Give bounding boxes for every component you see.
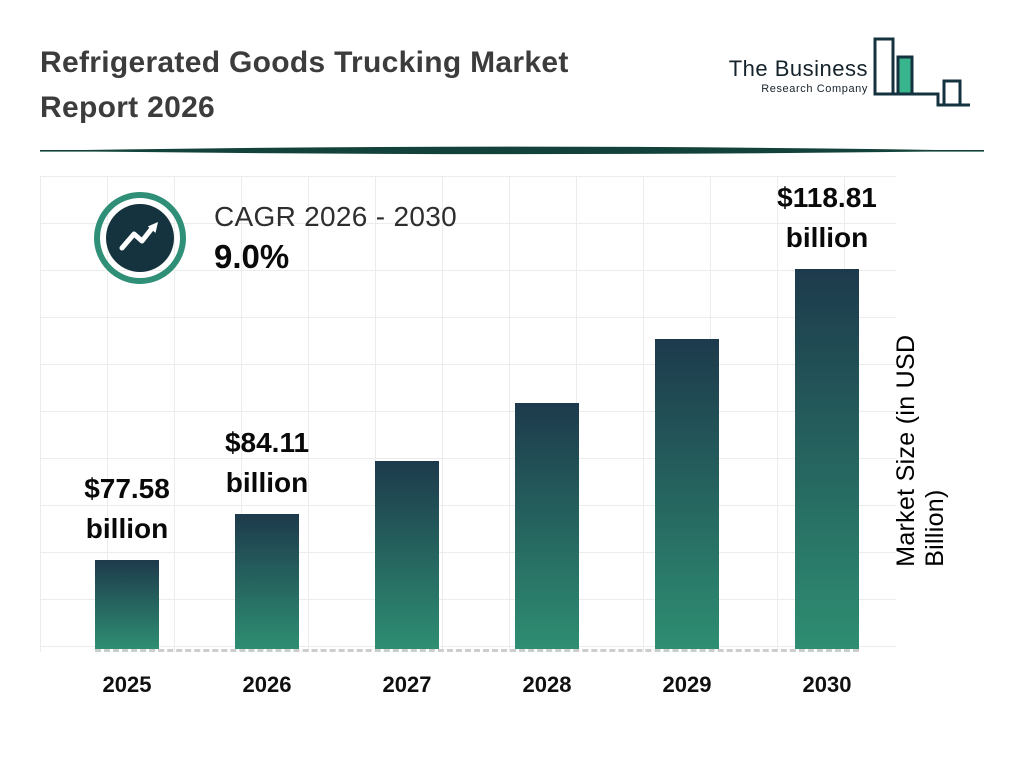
cagr-value: 9.0% [214, 237, 290, 275]
y-axis-title: Market Size (in USD Billion) [892, 335, 949, 568]
bar-column-2028 [515, 403, 579, 649]
bar-2029 [655, 339, 719, 649]
x-tick-2027: 2027 [382, 672, 432, 697]
bar-2027 [375, 461, 439, 649]
x-tick-2028: 2028 [522, 672, 572, 697]
company-subname: Research Company [761, 83, 868, 95]
company-logo-text: The Business Research Company [729, 56, 868, 95]
x-tick-2025: 2025 [102, 672, 152, 697]
bar-column-2027 [375, 461, 439, 649]
bar-2025 [95, 560, 159, 649]
company-name: The Business [728, 56, 868, 81]
company-logo: The Business Research Company [729, 36, 972, 110]
bar-plot: $77.58 billion $84.11 billion $118.81 billion [84, 176, 877, 652]
bar-2028 [515, 403, 579, 649]
chart-grid [40, 176, 896, 652]
x-axis: 2025 2026 2027 2028 2029 2030 [95, 672, 859, 698]
logo-bars-icon [873, 37, 970, 107]
cagr-badge: CAGR 2026 - 2030 9.0% [92, 190, 457, 286]
bar-column-2029 [655, 339, 719, 649]
x-tick-2029: 2029 [662, 672, 712, 697]
bar-value-label-2026: $84.11 billion [224, 426, 310, 499]
bar-value-label-2030: $118.81 billion [777, 181, 877, 254]
bar-column-2026: $84.11 billion [225, 423, 309, 649]
trend-up-icon [94, 192, 186, 284]
header: Refrigerated Goods Trucking Market Repor… [0, 0, 1024, 138]
bar-column-2025: $77.58 billion [84, 469, 170, 649]
market-chart: CAGR 2026 - 2030 9.0% $77.58 billion $84.1… [40, 164, 984, 724]
bar-2030 [795, 269, 859, 649]
x-tick-2026: 2026 [242, 672, 292, 697]
cagr-label: CAGR 2026 - 2030 [214, 200, 457, 232]
bar-value-label-2025: $77.58 billion [84, 472, 170, 545]
page-title-line2: Report 2026 [40, 91, 216, 124]
page-title-line1: Refrigerated Goods Trucking Market [40, 46, 569, 79]
header-divider [40, 144, 984, 156]
bar-column-2030: $118.81 billion [777, 178, 877, 649]
bar-2026 [235, 514, 299, 649]
x-tick-2030: 2030 [802, 672, 852, 697]
cagr-text: CAGR 2026 - 2030 9.0% [214, 201, 457, 276]
page-title: Refrigerated Goods Trucking Market Repor… [40, 40, 984, 130]
